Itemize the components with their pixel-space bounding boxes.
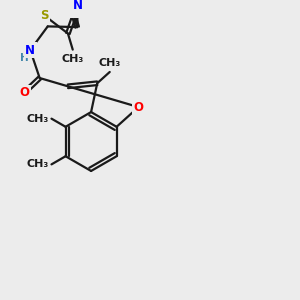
Text: CH₃: CH₃ [27, 159, 49, 170]
Text: O: O [134, 100, 143, 114]
Text: O: O [20, 86, 29, 99]
Text: H: H [20, 53, 28, 63]
Text: N: N [73, 0, 83, 12]
Text: CH₃: CH₃ [99, 58, 121, 68]
Text: N: N [25, 44, 35, 57]
Text: CH₃: CH₃ [61, 54, 84, 64]
Text: S: S [40, 9, 49, 22]
Text: CH₃: CH₃ [27, 114, 49, 124]
